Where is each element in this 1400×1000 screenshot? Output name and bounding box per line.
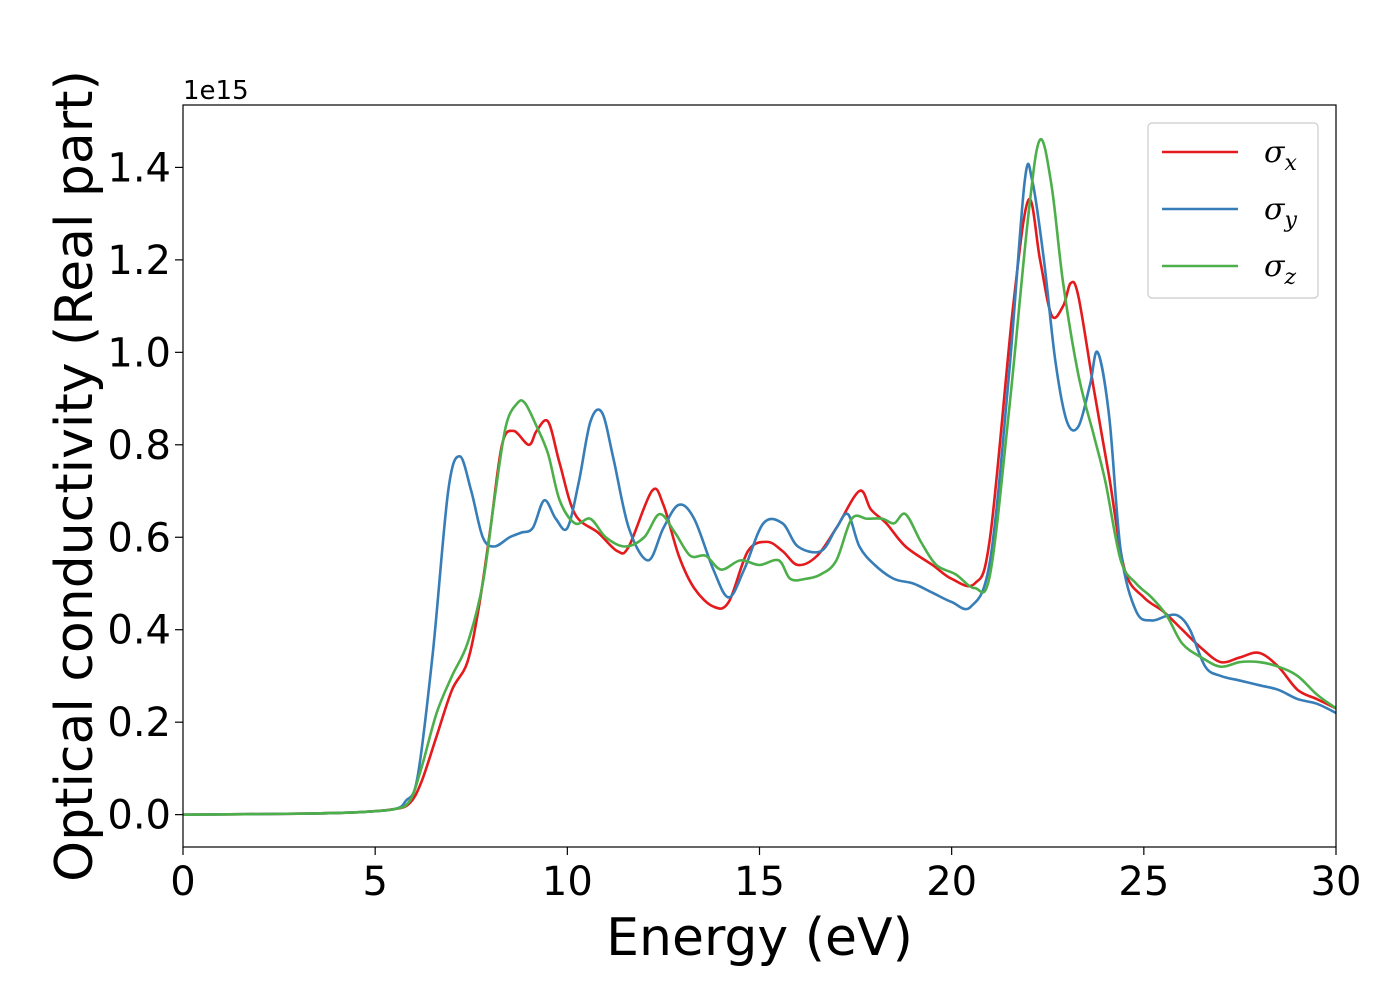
- series-layer: [183, 138, 1336, 816]
- legend-box: [1147, 122, 1319, 299]
- y-axis: 0.0 0.2 0.4 0.6 0.8 1.0 1.2 1.4: [107, 145, 183, 839]
- x-tick-label: 20: [926, 859, 977, 905]
- x-tick-label: 15: [734, 859, 785, 905]
- legend-label-y: σy: [1264, 192, 1297, 233]
- y-tick-label: 1.0: [107, 330, 171, 376]
- legend: σx σy σz: [1147, 122, 1319, 299]
- y-tick-label: 1.4: [107, 145, 171, 191]
- y-tick-label: 0.4: [107, 608, 171, 654]
- legend-label-x: σx: [1264, 135, 1297, 176]
- x-tick-label: 0: [170, 859, 195, 905]
- y-tick-label: 0.2: [107, 700, 171, 746]
- y-offset-label: 1e15: [183, 76, 249, 106]
- series-line-z: [183, 138, 1336, 816]
- x-tick-label: 30: [1311, 859, 1362, 905]
- y-tick-label: 0.0: [107, 793, 171, 839]
- y-tick-label: 0.8: [107, 423, 171, 469]
- x-tick-label: 5: [362, 859, 387, 905]
- x-tick-label: 25: [1118, 859, 1169, 905]
- y-tick-label: 0.6: [107, 515, 171, 561]
- y-axis-title: Optical conductivity (Real part): [45, 70, 105, 882]
- x-tick-label: 10: [542, 859, 593, 905]
- x-axis-title: Energy (eV): [606, 908, 913, 968]
- y-tick-label: 1.2: [107, 238, 171, 284]
- legend-label-z: σz: [1264, 249, 1296, 290]
- x-axis: 0 5 10 15 20 25 30: [170, 847, 1361, 905]
